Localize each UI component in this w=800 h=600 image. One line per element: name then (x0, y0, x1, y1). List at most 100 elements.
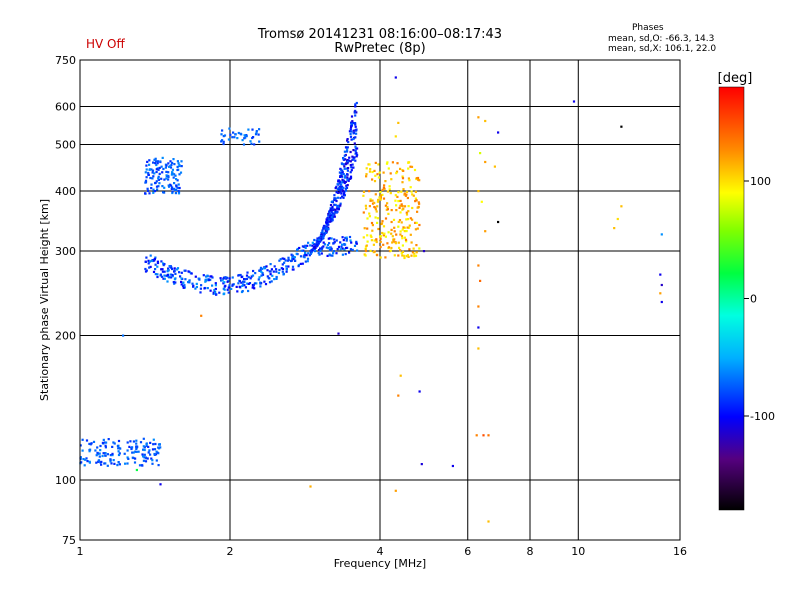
data-point (332, 250, 335, 253)
data-point (400, 190, 403, 193)
data-point (325, 230, 328, 233)
data-point (285, 265, 288, 268)
data-point (143, 456, 146, 459)
data-point (401, 244, 404, 247)
data-point (195, 282, 198, 285)
data-point (171, 267, 174, 271)
data-point (334, 203, 337, 207)
data-point (148, 159, 151, 162)
data-point (299, 262, 302, 265)
data-point (176, 160, 179, 163)
data-point (410, 165, 414, 168)
data-point (104, 446, 107, 449)
data-point (407, 177, 410, 180)
data-point (346, 184, 349, 187)
data-point (322, 241, 325, 244)
data-point (331, 205, 334, 208)
data-point (126, 456, 129, 459)
data-point (353, 142, 356, 145)
data-point (163, 263, 166, 266)
data-point (224, 284, 227, 287)
data-point (413, 252, 416, 255)
chart-title: Tromsø 20141231 08:16:00–08:17:43 (257, 27, 503, 42)
data-point (299, 255, 303, 258)
data-point (348, 156, 351, 159)
data-point (398, 246, 401, 249)
data-point (206, 279, 209, 282)
data-point (153, 257, 156, 261)
data-point (364, 254, 367, 257)
data-point (362, 211, 365, 214)
data-point (355, 242, 358, 245)
data-point (250, 275, 253, 278)
data-point (401, 205, 404, 208)
data-point (155, 180, 158, 183)
data-point (484, 230, 487, 233)
data-point (142, 437, 145, 440)
data-point (83, 464, 86, 467)
data-point (451, 464, 454, 468)
data-point (420, 463, 423, 466)
data-point (351, 120, 354, 123)
data-point (355, 152, 358, 155)
data-point (258, 140, 261, 143)
data-point (352, 132, 355, 135)
data-point (173, 282, 176, 285)
data-point (374, 161, 377, 164)
data-point (410, 190, 413, 193)
data-point (100, 463, 103, 466)
data-point (105, 441, 108, 444)
data-point (296, 247, 299, 251)
data-point (119, 447, 122, 450)
data-point (303, 254, 306, 257)
data-point (117, 461, 120, 464)
data-point (356, 147, 359, 150)
data-point (161, 270, 164, 273)
data-point (401, 175, 404, 178)
data-point (161, 268, 164, 271)
data-point (386, 190, 389, 193)
data-point (147, 445, 150, 448)
data-point (251, 274, 255, 277)
x-axis-label: Frequency [MHz] (334, 557, 426, 570)
colorbar (718, 86, 745, 511)
data-point (411, 206, 414, 210)
data-point (346, 176, 349, 179)
data-point (318, 239, 321, 242)
x-tick-label: 16 (673, 545, 687, 558)
data-point (151, 462, 154, 465)
data-point (88, 450, 91, 453)
data-point (238, 285, 241, 288)
data-point (133, 461, 137, 464)
data-point (287, 265, 290, 268)
data-point (178, 271, 181, 274)
data-point (382, 234, 385, 237)
data-point (309, 485, 312, 488)
data-point (342, 173, 345, 176)
data-point (149, 453, 152, 456)
data-point (343, 191, 346, 194)
data-point (406, 218, 410, 221)
data-point (155, 185, 159, 188)
data-point (389, 192, 392, 195)
data-point (337, 188, 340, 191)
data-point (328, 212, 332, 215)
data-point (349, 177, 352, 180)
data-point (146, 457, 149, 460)
data-point (391, 161, 394, 164)
data-point (346, 139, 349, 142)
data-point (338, 185, 341, 188)
data-point (332, 252, 335, 255)
data-point (333, 215, 336, 218)
data-point (353, 111, 356, 114)
data-point (314, 250, 317, 253)
data-point (244, 286, 247, 289)
data-point (283, 261, 286, 264)
data-point (300, 249, 303, 252)
data-point (350, 241, 353, 244)
data-point (132, 456, 135, 460)
data-point (344, 253, 347, 256)
data-point (414, 228, 417, 231)
data-point (391, 235, 394, 238)
data-point (417, 205, 420, 208)
